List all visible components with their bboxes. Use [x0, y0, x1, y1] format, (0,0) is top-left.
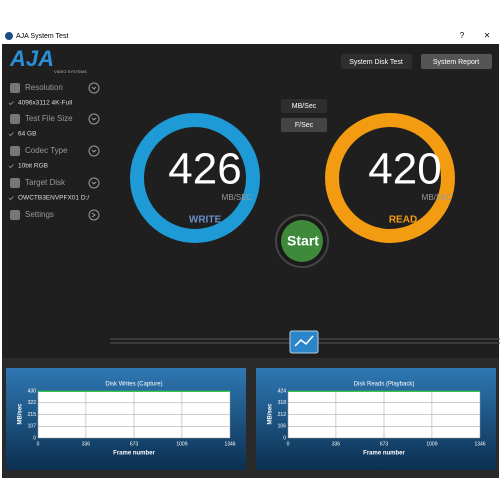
help-button[interactable]: ? [460, 31, 465, 40]
chevron [91, 86, 97, 90]
start-label[interactable]: Start [287, 233, 319, 249]
y-tick-label: 424 [278, 388, 287, 394]
check [8, 101, 14, 106]
chart-title: Disk Reads (Playback) [354, 382, 415, 388]
app-icon [5, 32, 13, 40]
sidebar-value: OWCTB3ENVPFX01 D:/ [18, 195, 89, 202]
y-axis-label: MB/sec [18, 403, 24, 425]
y-axis-label: MB/sec [268, 403, 274, 425]
y-tick-label: 212 [278, 412, 287, 418]
y-tick-label: 107 [28, 424, 37, 430]
chevron [91, 117, 97, 121]
sidebar-toggle[interactable] [88, 177, 100, 189]
x-axis-label: Frame number [113, 451, 155, 457]
sidebar-toggle[interactable] [88, 209, 100, 221]
x-tick-label: 0 [287, 441, 290, 447]
graph-icon [294, 335, 314, 347]
button-label[interactable]: System Disk Test [349, 59, 403, 66]
sidebar-label: Settings [25, 210, 54, 219]
x-tick-label: 0 [37, 441, 40, 447]
logo: AJA [9, 46, 54, 71]
chevron [91, 181, 97, 185]
read-unit: MB/SEC [422, 193, 453, 202]
x-axis-label: Frame number [363, 451, 405, 457]
sidebar-value: 4096x3112 4K-Full [18, 100, 73, 107]
sidebar-icon [10, 114, 20, 124]
x-tick-label: 1346 [474, 441, 485, 447]
button-label[interactable]: System Report [433, 59, 479, 66]
chevron [91, 212, 96, 218]
sidebar-icon [10, 83, 20, 93]
check [8, 132, 14, 137]
x-tick-label: 1009 [176, 441, 187, 447]
sidebar-label: Resolution [25, 83, 63, 92]
logo-tagline: VIDEO SYSTEMS [54, 69, 87, 74]
sidebar-label: Target Disk [25, 178, 66, 187]
y-tick-label: 0 [33, 435, 36, 441]
start-button[interactable] [281, 220, 323, 262]
write-ring [130, 113, 260, 243]
sidebar-toggle[interactable] [88, 82, 100, 94]
x-tick-label: 1009 [426, 441, 437, 447]
read-label: READ [389, 215, 417, 226]
y-tick-label: 430 [28, 388, 37, 394]
button[interactable] [421, 54, 492, 69]
x-tick-label: 336 [332, 441, 341, 447]
sidebar-toggle[interactable] [88, 145, 100, 157]
y-tick-label: 318 [278, 400, 287, 406]
sidebar-icon [10, 178, 20, 188]
write-label: WRITE [189, 215, 222, 226]
sidebar-label: Codec Type [25, 146, 68, 155]
charts: Disk Writes (Capture) 0 107 215 322 430 0 336 67… [6, 368, 496, 470]
sidebar-icon [10, 210, 20, 220]
sidebar-icon [10, 146, 20, 156]
x-tick-label: 336 [82, 441, 91, 447]
sidebar-value: 64 GB [18, 131, 36, 138]
y-tick-label: 215 [28, 412, 37, 418]
window-title: AJA System Test [16, 33, 68, 40]
x-tick-label: 673 [380, 441, 389, 447]
sidebar: Resolution 4096x3112 4K-Full Test File Siz… [8, 82, 100, 221]
button[interactable] [281, 99, 327, 113]
read-ring [325, 113, 455, 243]
sidebar-label: Test File Size [25, 114, 73, 123]
sidebar-toggle[interactable] [88, 113, 100, 125]
y-tick-label: 322 [28, 400, 37, 406]
button[interactable] [341, 54, 412, 69]
x-tick-label: 673 [130, 441, 139, 447]
x-tick-label: 1346 [224, 441, 235, 447]
y-tick-label: 0 [283, 435, 286, 441]
title-bar [2, 28, 499, 44]
check [8, 164, 14, 169]
y-tick-label: 106 [278, 424, 287, 430]
check [8, 196, 14, 201]
chart-title: Disk Writes (Capture) [105, 382, 162, 388]
button-label[interactable]: F/Sec [295, 122, 314, 129]
close-button[interactable]: × [484, 31, 490, 42]
write-unit: MB/SEC [222, 193, 253, 202]
button-label[interactable]: MB/Sec [292, 103, 317, 110]
read-value: 420 [368, 145, 441, 194]
button[interactable] [281, 118, 327, 132]
chevron [91, 149, 97, 153]
sidebar-value: 10bit RGB [18, 163, 48, 170]
write-value: 426 [168, 145, 241, 194]
